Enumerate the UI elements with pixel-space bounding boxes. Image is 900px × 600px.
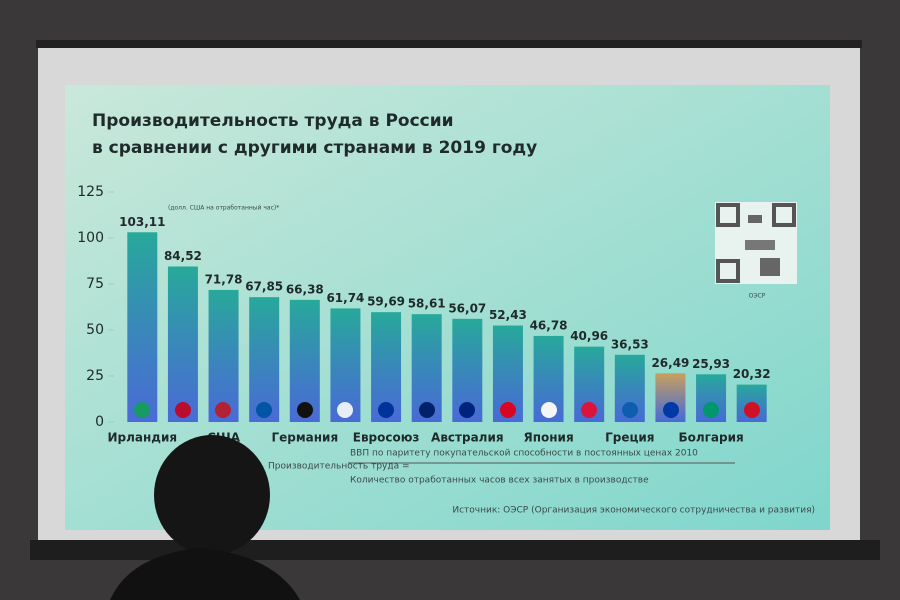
x-tick-label: Греция [605,431,654,445]
source: Источник: ОЭСР (Организация экономическо… [452,506,815,516]
x-tick-label: Япония [523,431,573,445]
x-tick-label: Австралия [431,431,504,445]
y-tick-label: 50 [86,322,104,338]
screen-bottom-bar [30,540,880,560]
value-label: 20,32 [733,367,771,381]
y-tick-label: 25 [86,368,104,384]
value-label: 67,85 [245,280,283,294]
bar [167,266,198,422]
y-tick-label: 100 [77,230,104,246]
formula-lhs: Производительность труда = [268,462,410,472]
chart-title: в сравнении с другими странами в 2019 го… [92,138,537,158]
x-tick-label: Болгария [678,431,743,445]
value-label: 103,11 [119,215,165,229]
value-label: 25,93 [692,357,730,371]
bar [127,232,158,422]
value-label: 61,74 [326,291,364,305]
value-label: 56,07 [448,301,486,315]
qr-label: ОЭСР [749,293,766,300]
x-tick-label: Германия [271,431,338,445]
formula-numerator: ВВП по паритету покупательской способнос… [350,449,698,459]
chart-title: Производительность труда в России [92,111,454,131]
x-tick-label: США [207,431,241,445]
y-tick-label: 75 [86,276,104,292]
value-label: 36,53 [611,337,649,351]
value-label: 40,96 [570,329,608,343]
bar [249,297,280,422]
value-label: 46,78 [530,318,568,332]
unit-note: (долл. США на отработанный час)* [168,205,279,212]
value-label: 59,69 [367,295,405,309]
value-label: 52,43 [489,308,527,322]
value-label: 58,61 [408,297,446,311]
value-label: 66,38 [286,282,324,296]
value-label: 26,49 [651,356,689,370]
flags [134,402,760,418]
y-tick-label: 125 [77,184,104,200]
y-tick-label: 0 [95,414,104,430]
value-label: 84,52 [164,249,202,263]
x-tick-label: Ирландия [108,431,178,445]
x-tick-label: Евросоюз [353,431,420,445]
bar [289,299,320,422]
value-label: 71,78 [205,272,243,286]
formula-denominator: Количество отработанных часов всех занят… [350,476,649,486]
screen-bar [36,40,862,48]
qr-code [715,202,797,284]
bar [208,289,239,422]
